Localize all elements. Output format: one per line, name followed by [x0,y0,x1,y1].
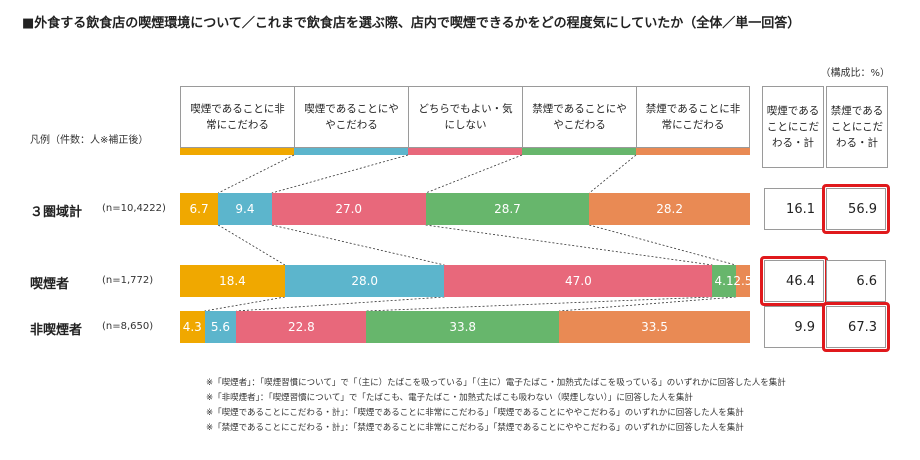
legend-item-5: 禁煙であることに非常にこだわる [636,86,750,148]
bar-segment-r1-c1: 6.7 [180,193,219,225]
highlight-box-r1 [822,184,890,234]
bar-segment-r1-c5: 28.2 [589,193,750,225]
legend-item-4: 禁煙であることにややこだわる [522,86,636,148]
highlight-box-r3 [822,302,890,352]
row-label-3: 非喫煙者 [30,323,83,338]
chart-title: ■外食する飲食店の喫煙環境について／これまで飲食店を選ぶ際、店内で喫煙できるかを… [22,16,801,31]
bar-segment-r1-c4: 28.7 [425,193,590,225]
bar-segment-r1-c2: 9.4 [218,193,272,225]
note-3: ※「喫煙であることにこだわる・計」：「喫煙であることに非常にこだわる」「喫煙であ… [206,408,744,418]
note-2: ※「非喫煙者」：「喫煙習慣について」で「たばこも、電子たばこ・加熱式たばこも吸わ… [206,393,693,403]
summary-smoke-r3: 9.9 [764,306,824,348]
connector-r1-2 [271,224,445,266]
connector-r2-2 [236,296,445,312]
row-label-1: ３圏域計 [30,205,83,220]
connector-r2-3 [366,296,713,312]
bar-segment-r2-c1: 18.4 [180,265,285,297]
bar-segment-r3-c5: 33.5 [559,311,750,343]
summary-header-nosmoke: 禁煙であることにこだわる・計 [826,86,888,168]
connector-legend-1 [218,154,295,194]
legend-swatch-2 [294,148,408,155]
legend-swatch-5 [636,148,750,155]
row-n-2: (n=1,772) [102,275,154,286]
bar-segment-r3-c3: 22.8 [236,311,367,343]
summary-smoke-r2: 46.4 [764,260,824,302]
summary-nosmoke-r3: 67.3 [826,306,886,348]
note-4: ※「禁煙であることにこだわる・計」：「禁煙であることに非常にこだわる」「禁煙であ… [206,423,744,433]
legend-swatch-1 [180,148,294,155]
bar-segment-r2-c5: 2.5 [733,265,752,297]
highlight-box-r2 [760,256,828,306]
connector-r1-4 [589,224,736,266]
row-n-3: (n=8,650) [102,321,154,332]
bar-segment-r3-c2: 5.6 [204,311,237,343]
legend-item-3: どちらでもよい・気にしない [408,86,522,148]
connector-r1-3 [425,224,713,266]
bar-segment-r3-c4: 33.8 [366,311,560,343]
legend-swatch-4 [522,148,636,155]
summary-nosmoke-r1: 56.9 [826,188,886,230]
bar-segment-r1-c3: 27.0 [271,193,426,225]
connector-legend-2 [271,154,409,194]
row-n-1: (n=10,4222) [102,203,166,214]
row-label-2: 喫煙者 [30,277,70,292]
connector-r1-1 [217,224,286,266]
legend-caption: 凡例（件数：人※補正後） [30,135,149,146]
connector-legend-4 [589,154,637,194]
legend-item-2: 喫煙であることにややこだわる [294,86,408,148]
connector-legend-3 [425,154,523,194]
summary-header-smoke: 喫煙であることにこだわる・計 [762,86,824,168]
bar-segment-r2-c2: 28.0 [284,265,445,297]
unit-label: （構成比：%） [820,68,890,79]
bar-segment-r2-c3: 47.0 [444,265,713,297]
legend-swatch-3 [408,148,522,155]
summary-smoke-r1: 16.1 [764,188,824,230]
connector-r2-1 [204,296,285,312]
legend-item-1: 喫煙であることに非常にこだわる [180,86,294,148]
summary-nosmoke-r2: 6.6 [826,260,886,302]
bar-segment-r2-c4: 4.1 [712,265,736,297]
bar-segment-r3-c1: 4.3 [180,311,205,343]
connector-r2-4 [559,296,736,312]
note-1: ※「喫煙者」：「喫煙習慣について」で「（主に）たばこを吸っている」「（主に）電子… [206,378,786,388]
